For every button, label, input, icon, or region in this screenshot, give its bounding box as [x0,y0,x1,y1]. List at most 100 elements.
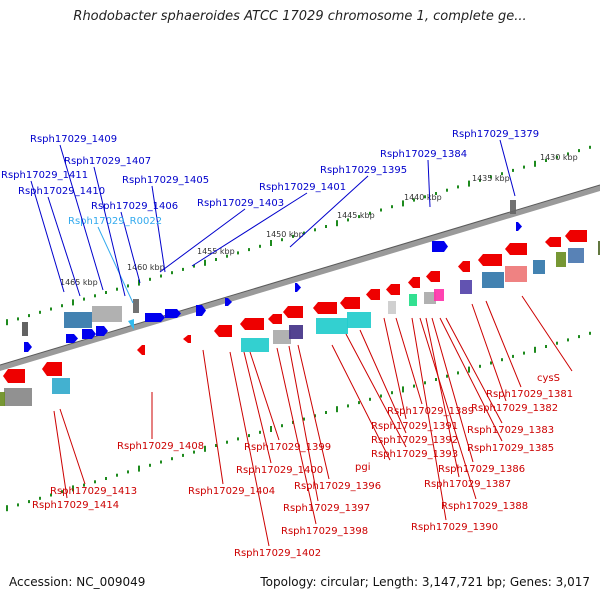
label-leader-line [431,317,474,463]
forward-gene-arrow[interactable] [196,305,206,316]
forward-gene-arrow[interactable] [145,313,165,322]
forward-gene-label[interactable]: Rsph17029_1401 [259,182,346,193]
forward-gene-arrow[interactable] [82,329,96,339]
reverse-gene-label[interactable]: Rsph17029_1404 [188,486,275,497]
forward-gene-label[interactable]: Rsph17029_R0022 [68,216,162,227]
gene-feature-box[interactable] [22,322,28,336]
reverse-gene-label[interactable]: Rsph17029_1390 [411,522,498,533]
reverse-gene-arrow[interactable] [42,362,62,376]
reverse-gene-arrow[interactable] [183,335,191,343]
reverse-gene-label[interactable]: Rsph17029_1381 [486,389,573,400]
forward-gene-label[interactable]: Rsph17029_1405 [122,175,209,186]
reverse-gene-label[interactable]: Rsph17029_1385 [467,443,554,454]
forward-gene-label[interactable]: Rsph17029_1403 [197,198,284,209]
gene-feature-box[interactable] [0,392,5,406]
reverse-gene-label[interactable]: Rsph17029_1392 [371,435,458,446]
reverse-gene-arrow[interactable] [478,254,502,266]
forward-gene-label[interactable]: Rsph17029_1379 [452,129,539,140]
forward-gene-arrow[interactable] [295,283,301,292]
gene-feature-box[interactable] [598,241,600,255]
gene-feature-box[interactable] [316,318,348,334]
reverse-gene-arrow[interactable] [340,297,360,309]
reverse-gene-label[interactable]: Rsph17029_1389 [387,406,474,417]
reverse-gene-arrow[interactable] [505,243,527,255]
reverse-gene-arrow[interactable] [214,325,232,337]
reverse-gene-label[interactable]: Rsph17029_1387 [424,479,511,490]
forward-gene-label[interactable]: Rsph17029_1410 [18,186,105,197]
forward-gene-label[interactable]: Rsph17029_1395 [320,165,407,176]
forward-gene-arrow[interactable] [225,298,232,306]
reverse-gene-label[interactable]: Rsph17029_1396 [294,481,381,492]
reverse-gene-label[interactable]: Rsph17029_1414 [32,500,119,511]
reverse-gene-label[interactable]: Rsph17029_1408 [117,441,204,452]
gene-feature-box[interactable] [505,266,527,282]
gene-feature-box[interactable] [434,289,444,301]
reverse-gene-label[interactable]: Rsph17029_1382 [471,403,558,414]
reverse-gene-arrow[interactable] [565,230,587,242]
forward-gene-label[interactable]: Rsph17029_1406 [91,201,178,212]
reverse-gene-label[interactable]: Rsph17029_1383 [467,425,554,436]
forward-gene-label[interactable]: Rsph17029_1411 [1,170,88,181]
reverse-gene-label[interactable]: Rsph17029_1393 [371,449,458,460]
inner-scale-track-dot [72,485,74,492]
gene-feature-box[interactable] [289,325,303,339]
gene-feature-box[interactable] [133,299,139,313]
gene-feature-box[interactable] [568,248,584,263]
reverse-gene-arrow[interactable] [458,261,470,272]
gene-feature-box[interactable] [92,306,122,322]
rna-gene-arrow[interactable] [128,319,134,330]
gene-feature-box[interactable] [388,301,396,314]
reverse-gene-arrow[interactable] [545,237,561,247]
reverse-gene-arrow[interactable] [240,318,264,330]
reverse-gene-arrow[interactable] [137,345,145,355]
gene-feature-box[interactable] [52,378,70,394]
reverse-gene-arrow[interactable] [408,277,420,288]
reverse-gene-arrow[interactable] [386,284,400,295]
forward-gene-label[interactable]: Rsph17029_1384 [380,149,467,160]
reverse-gene-label[interactable]: Rsph17029_1413 [50,486,137,497]
reverse-gene-arrow[interactable] [268,314,282,324]
reverse-gene-label[interactable]: Rsph17029_1402 [234,548,321,559]
gene-feature-box[interactable] [460,280,472,294]
reverse-gene-arrow[interactable] [366,289,380,300]
forward-gene-arrow[interactable] [24,342,32,352]
reverse-gene-arrow[interactable] [283,306,303,318]
reverse-gene-label[interactable]: Rsph17029_1399 [244,442,331,453]
reverse-gene-arrow[interactable] [3,369,25,383]
inner-scale-track-dot [127,470,129,474]
gene-feature-box[interactable] [510,200,516,214]
scale-label: 1465 kbp [60,278,98,287]
reverse-gene-arrow[interactable] [426,271,440,282]
genome-map[interactable]: 1430 kbp 1435 kbp 1440 kbp 1445 kbp 1450 kbp… [0,0,600,570]
gene-feature-box[interactable] [409,294,417,306]
forward-gene-arrow[interactable] [66,334,78,343]
reverse-gene-label[interactable]: Rsph17029_1397 [283,503,370,514]
reverse-gene-label[interactable]: Rsph17029_1386 [438,464,525,475]
forward-gene-arrow[interactable] [96,326,108,336]
gene-feature-box[interactable] [556,252,566,267]
outer-scale-track-dot [369,211,371,215]
gene-feature-box[interactable] [347,312,371,328]
label-leader-line [249,351,280,441]
gene-feature-box[interactable] [424,292,436,304]
inner-scale-track-dot [171,457,173,461]
reverse-gene-label[interactable]: Rsph17029_1400 [236,465,323,476]
reverse-gene-arrow[interactable] [313,302,337,314]
forward-gene-arrow[interactable] [432,241,448,252]
reverse-gene-label[interactable]: cysS [537,373,560,384]
reverse-gene-label[interactable]: Rsph17029_1398 [281,526,368,537]
gene-feature-box[interactable] [4,388,32,406]
outer-scale-track-dot [303,231,305,235]
forward-gene-arrow[interactable] [165,309,181,318]
forward-gene-label[interactable]: Rsph17029_1407 [64,156,151,167]
gene-feature-box[interactable] [533,260,545,274]
gene-feature-box[interactable] [482,272,504,288]
reverse-gene-label[interactable]: pgi [355,462,370,473]
gene-feature-box[interactable] [273,330,291,344]
forward-gene-arrow[interactable] [516,222,522,231]
reverse-gene-label[interactable]: Rsph17029_1388 [441,501,528,512]
gene-feature-box[interactable] [241,338,269,352]
forward-gene-label[interactable]: Rsph17029_1409 [30,134,117,145]
gene-feature-box[interactable] [64,312,92,328]
reverse-gene-label[interactable]: Rsph17029_1391 [371,421,458,432]
